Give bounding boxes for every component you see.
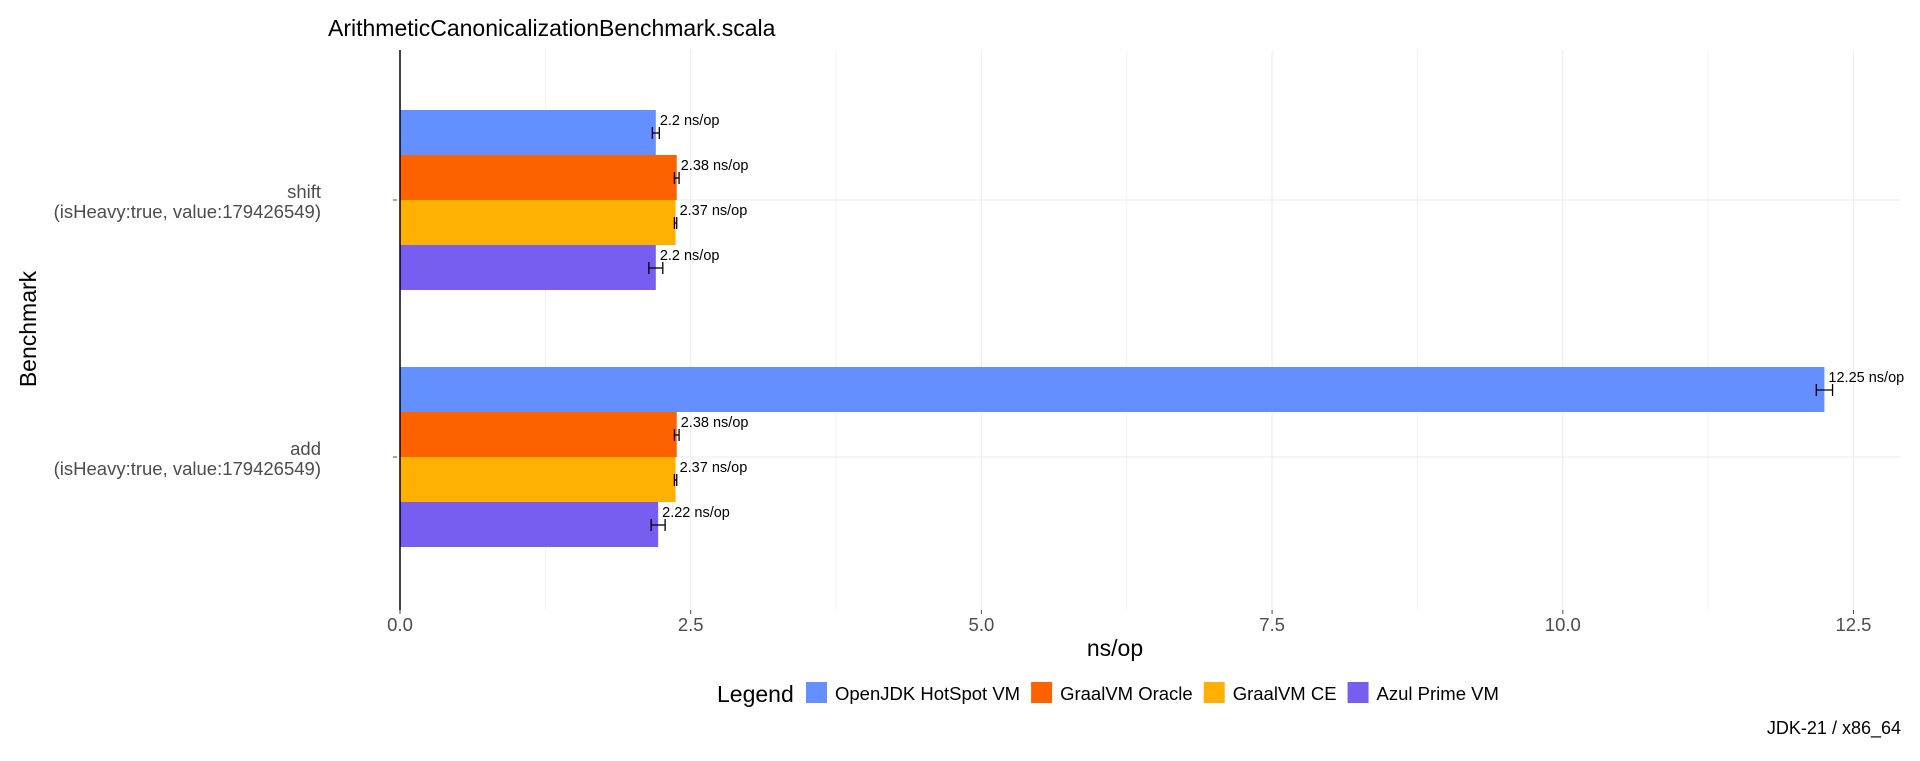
bar	[400, 200, 676, 245]
bar	[400, 457, 676, 502]
data-label: 2.2 ns/op	[660, 248, 720, 264]
chart-title: ArithmeticCanonicalizationBenchmark.scal…	[328, 15, 776, 41]
legend-title: Legend	[717, 681, 794, 707]
x-tick-label: 10.0	[1545, 614, 1581, 635]
y-tick-label: add	[290, 438, 321, 459]
bar	[400, 502, 659, 547]
bar	[400, 245, 656, 290]
y-tick-label: (isHeavy:true, value:179426549)	[54, 201, 321, 222]
y-axis-title: Benchmark	[15, 270, 41, 387]
bar	[400, 155, 677, 200]
legend-swatch	[1347, 682, 1369, 703]
data-label: 2.37 ns/op	[680, 203, 748, 219]
chart-caption: JDK-21 / x86_64	[1767, 718, 1901, 739]
data-label: 12.25 ns/op	[1828, 370, 1904, 386]
x-axis-title: ns/op	[1087, 635, 1143, 661]
data-label: 2.37 ns/op	[680, 460, 748, 476]
y-tick-label: shift	[287, 181, 321, 202]
data-label: 2.2 ns/op	[660, 113, 720, 129]
x-tick-label: 2.5	[678, 614, 704, 635]
x-tick-label: 12.5	[1835, 614, 1871, 635]
legend-label: GraalVM CE	[1233, 683, 1337, 704]
legend-swatch	[1031, 682, 1053, 703]
legend-swatch	[806, 682, 827, 703]
bar	[400, 412, 677, 457]
legend-label: GraalVM Oracle	[1060, 683, 1193, 704]
data-label: 2.22 ns/op	[662, 505, 730, 521]
y-tick-label: (isHeavy:true, value:179426549)	[54, 458, 321, 479]
data-label: 2.38 ns/op	[681, 158, 749, 174]
x-tick-label: 7.5	[1259, 614, 1285, 635]
bar	[400, 367, 1825, 412]
x-tick-label: 5.0	[969, 614, 995, 635]
x-tick-label: 0.0	[387, 614, 413, 635]
legend: OpenJDK HotSpot VM GraalVM Oracle GraalVM …	[806, 682, 1499, 704]
bar	[400, 110, 656, 155]
data-label: 2.38 ns/op	[681, 415, 749, 431]
legend-swatch	[1203, 682, 1225, 703]
legend-label: OpenJDK HotSpot VM	[835, 683, 1020, 704]
legend-label: Azul Prime VM	[1377, 683, 1499, 704]
